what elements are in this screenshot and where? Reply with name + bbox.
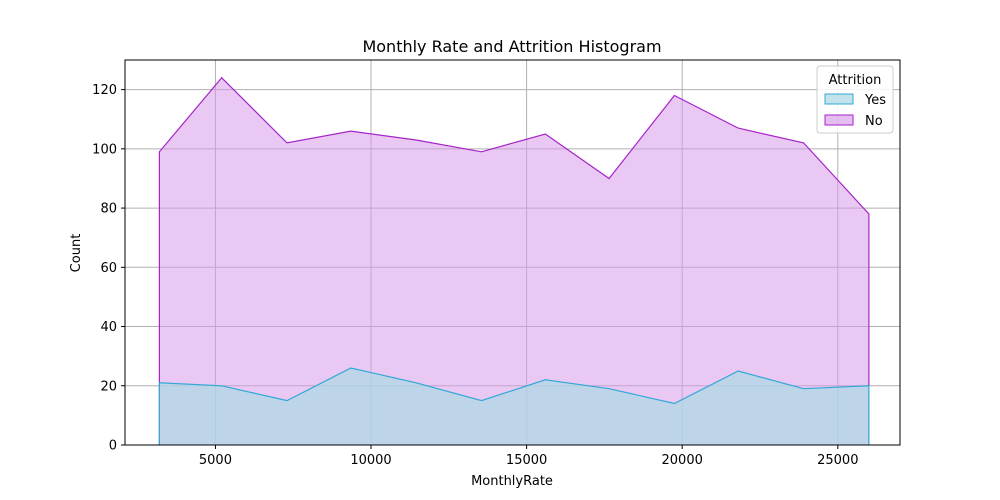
area-fill-yes xyxy=(159,368,869,445)
y-tick-label: 80 xyxy=(100,202,117,217)
x-tick-label: 20000 xyxy=(662,453,703,468)
legend-swatch-yes xyxy=(824,93,854,105)
y-tick-label: 20 xyxy=(100,379,117,394)
legend-title: Attrition xyxy=(829,73,882,88)
legend: Attrition Yes No xyxy=(816,65,894,134)
x-tick-label: 10000 xyxy=(350,453,391,468)
y-axis-label: Count xyxy=(69,234,84,273)
y-tick-label: 40 xyxy=(100,320,117,335)
legend-label-yes: Yes xyxy=(864,93,886,108)
y-tick-label: 60 xyxy=(100,261,117,276)
y-tick-label: 120 xyxy=(92,83,117,98)
y-tick-label: 0 xyxy=(109,439,117,454)
series-areas xyxy=(158,76,870,446)
x-tick-label: 25000 xyxy=(817,453,858,468)
chart-title: Monthly Rate and Attrition Histogram xyxy=(362,37,661,56)
x-tick-label: 5000 xyxy=(199,453,232,468)
legend-label-no: No xyxy=(865,114,883,129)
axis-ticks: 5000 10000 15000 20000 25000 0 20 40 60 80 100 120 xyxy=(92,83,858,468)
legend-swatch-no xyxy=(824,114,854,126)
series-line-yes xyxy=(158,367,870,445)
plot-frame xyxy=(124,59,901,446)
x-axis-label: MonthlyRate xyxy=(471,474,553,489)
series-line-no xyxy=(158,76,870,445)
y-tick-label: 100 xyxy=(92,142,117,157)
x-tick-label: 15000 xyxy=(506,453,547,468)
area-fill-no xyxy=(159,77,869,446)
